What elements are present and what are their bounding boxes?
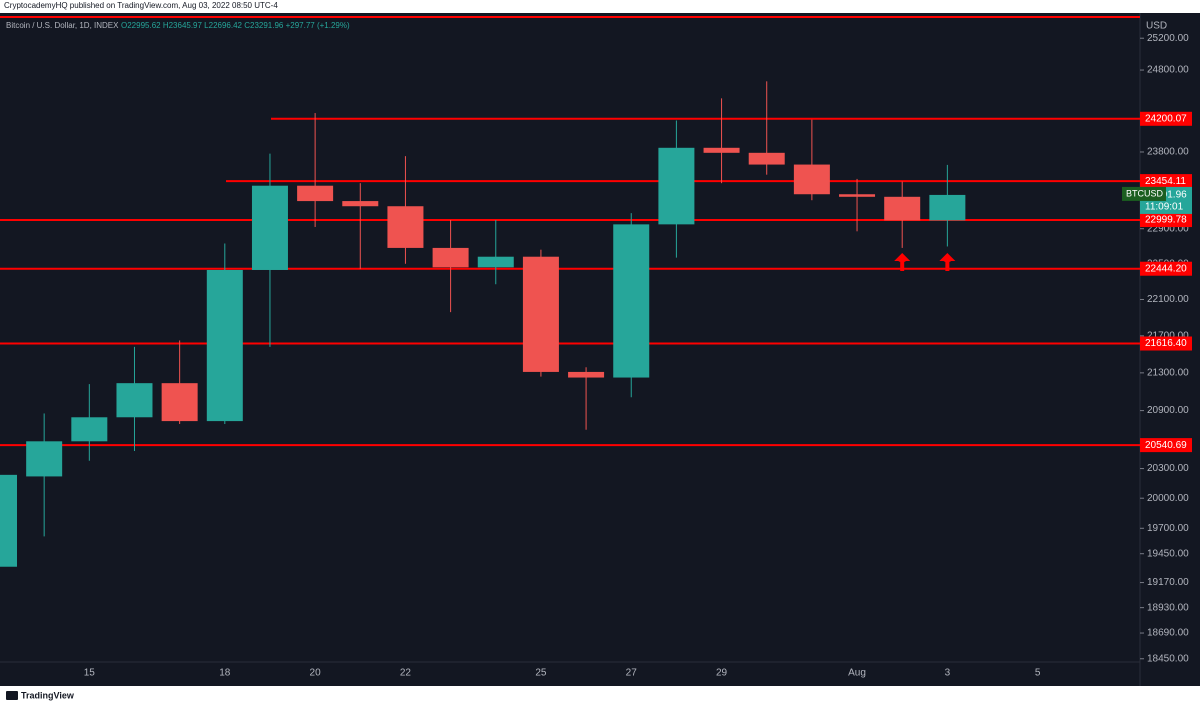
y-tick-label: 18690.00 bbox=[1147, 628, 1189, 639]
y-tick-label: 18450.00 bbox=[1147, 653, 1189, 664]
y-tick-label: 19450.00 bbox=[1147, 548, 1189, 559]
candle-body bbox=[26, 441, 63, 477]
candle-body bbox=[658, 147, 695, 225]
candle-body bbox=[568, 371, 605, 378]
arrow bbox=[939, 253, 956, 271]
candle-body bbox=[0, 474, 17, 567]
x-tick-label: 3 bbox=[945, 668, 951, 679]
candle-body bbox=[297, 185, 334, 202]
level-tag bbox=[1140, 261, 1192, 276]
y-tick-label: 18930.00 bbox=[1147, 602, 1189, 613]
logo-icon bbox=[6, 691, 18, 700]
x-tick-label: 5 bbox=[1035, 668, 1041, 679]
symbol-tag bbox=[1122, 186, 1166, 201]
y-tick-label: 21700.00 bbox=[1147, 330, 1189, 341]
price-label: 23291.96 bbox=[1145, 190, 1187, 201]
candle-body bbox=[839, 194, 876, 197]
candle-body bbox=[206, 269, 243, 422]
x-tick-label: 15 bbox=[84, 668, 96, 679]
ohlc-legend: O22995.62 H23645.97 L22696.42 C23291.96 … bbox=[121, 21, 350, 30]
price-axis: 25200.0024800.0024200.0023800.0022900.00… bbox=[1122, 33, 1192, 664]
arrow bbox=[894, 253, 911, 271]
symbol-label: BTCUSD bbox=[1126, 188, 1164, 198]
chart-background bbox=[0, 13, 1200, 686]
x-tick-label: Aug bbox=[848, 668, 866, 679]
y-tick-label: 19700.00 bbox=[1147, 523, 1189, 534]
level-label: 22999.78 bbox=[1145, 215, 1187, 226]
x-tick-label: 27 bbox=[626, 668, 638, 679]
level-label: 24200.07 bbox=[1145, 113, 1187, 124]
level-label: 21616.40 bbox=[1145, 338, 1187, 349]
candle-body bbox=[432, 247, 469, 268]
candle-body bbox=[116, 383, 153, 418]
countdown: 11:09:01 bbox=[1145, 202, 1184, 213]
candle-body bbox=[342, 201, 379, 207]
candle-body bbox=[884, 196, 921, 221]
y-tick-label: 22900.00 bbox=[1147, 223, 1189, 234]
level-label: 20540.69 bbox=[1145, 440, 1187, 451]
candle-body bbox=[161, 383, 198, 422]
y-tick-label: 22100.00 bbox=[1147, 294, 1189, 305]
level-label: 22444.20 bbox=[1145, 263, 1187, 274]
level-tag bbox=[1140, 213, 1192, 228]
footer-logo: TradingView bbox=[6, 690, 75, 700]
candle-body bbox=[522, 256, 559, 372]
y-tick-label: 20300.00 bbox=[1147, 463, 1189, 474]
x-tick-label: 22 bbox=[400, 668, 412, 679]
level-tag bbox=[1140, 174, 1192, 189]
candle-body bbox=[387, 206, 424, 248]
level-tag bbox=[1140, 438, 1192, 453]
level-tag bbox=[1140, 336, 1192, 351]
y-tick-label: 20900.00 bbox=[1147, 405, 1189, 416]
y-tick-label: 21300.00 bbox=[1147, 368, 1189, 379]
candle-body bbox=[748, 152, 785, 165]
candle-body bbox=[613, 224, 650, 378]
y-tick-label: 23800.00 bbox=[1147, 147, 1189, 158]
y-tick-label: 19170.00 bbox=[1147, 577, 1189, 588]
x-tick-label: 25 bbox=[535, 668, 547, 679]
chart-title: Bitcoin / U.S. Dollar, 1D, INDEX bbox=[6, 21, 119, 30]
candle-body bbox=[929, 194, 966, 221]
candle-body bbox=[71, 417, 108, 442]
level-tag bbox=[1140, 111, 1192, 126]
candle-body bbox=[793, 164, 830, 195]
header: CryptocademyHQ published on TradingView.… bbox=[4, 1, 278, 10]
currency-label: USD bbox=[1146, 21, 1167, 32]
x-tick-label: 18 bbox=[219, 668, 231, 679]
x-tick-label: 29 bbox=[716, 668, 728, 679]
y-tick-label: 20000.00 bbox=[1147, 493, 1189, 504]
footer: TradingView bbox=[21, 690, 75, 700]
candle-body bbox=[251, 185, 288, 270]
x-tick-label: 20 bbox=[310, 668, 322, 679]
y-tick-label: 25200.00 bbox=[1147, 33, 1189, 44]
level-label: 23454.11 bbox=[1145, 176, 1186, 187]
candle-body bbox=[703, 147, 740, 153]
candle-body bbox=[477, 256, 514, 268]
plot-area bbox=[0, 81, 1140, 567]
y-tick-label: 24800.00 bbox=[1147, 65, 1189, 76]
